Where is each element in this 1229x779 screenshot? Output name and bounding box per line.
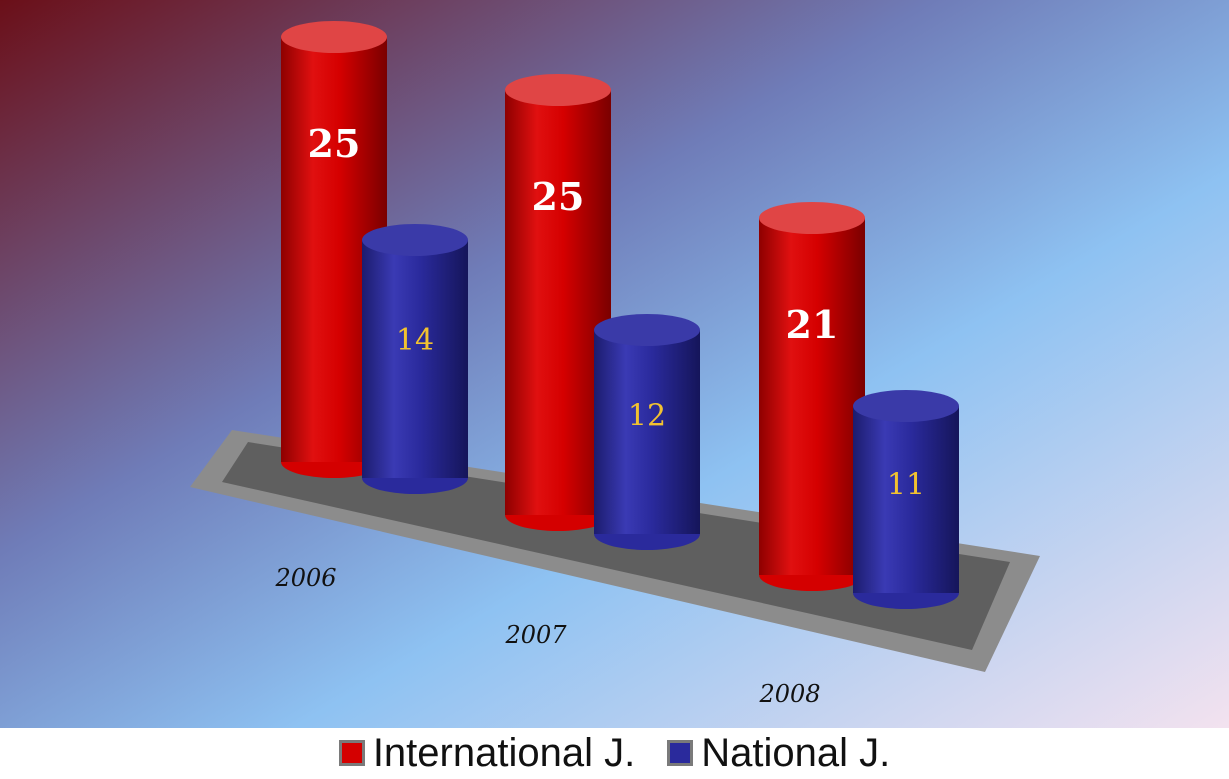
bar-body — [759, 218, 865, 575]
data-label: 25 — [308, 121, 361, 166]
bar-top — [594, 314, 700, 346]
x-tick-label: 2008 — [758, 680, 820, 708]
x-tick-label: 2007 — [504, 621, 567, 649]
bar-body — [853, 406, 959, 593]
bar-body — [594, 330, 700, 534]
legend: International J. National J. — [0, 728, 1229, 778]
bar-top — [362, 224, 468, 256]
x-tick-label: 2006 — [274, 564, 336, 592]
legend-label: National J. — [701, 730, 891, 775]
bar-international-j-2008: 21 — [759, 202, 865, 591]
bar-international-j-2007: 25 — [505, 74, 611, 531]
data-label: 21 — [786, 302, 839, 347]
bar-top — [281, 21, 387, 53]
chart-canvas: 25 14 25 12 21 11 2006 2007 2008 — [0, 0, 1229, 728]
legend-swatch — [338, 740, 365, 766]
legend-item: International J. — [338, 730, 636, 776]
legend-swatch — [667, 740, 694, 766]
bar-top — [853, 390, 959, 422]
legend-label: International J. — [372, 730, 636, 775]
bar-body — [505, 90, 611, 515]
bar-top — [759, 202, 865, 234]
bar-national-j-2006: 14 — [362, 224, 468, 494]
bar-national-j-2007: 12 — [594, 314, 700, 550]
bar-national-j-2008: 11 — [853, 390, 959, 609]
data-label: 12 — [628, 399, 666, 434]
data-label: 25 — [532, 174, 585, 219]
data-label: 11 — [887, 468, 925, 503]
bar-top — [505, 74, 611, 106]
data-label: 14 — [396, 323, 434, 358]
legend-item: National J. — [667, 731, 890, 776]
bar-body — [362, 240, 468, 478]
